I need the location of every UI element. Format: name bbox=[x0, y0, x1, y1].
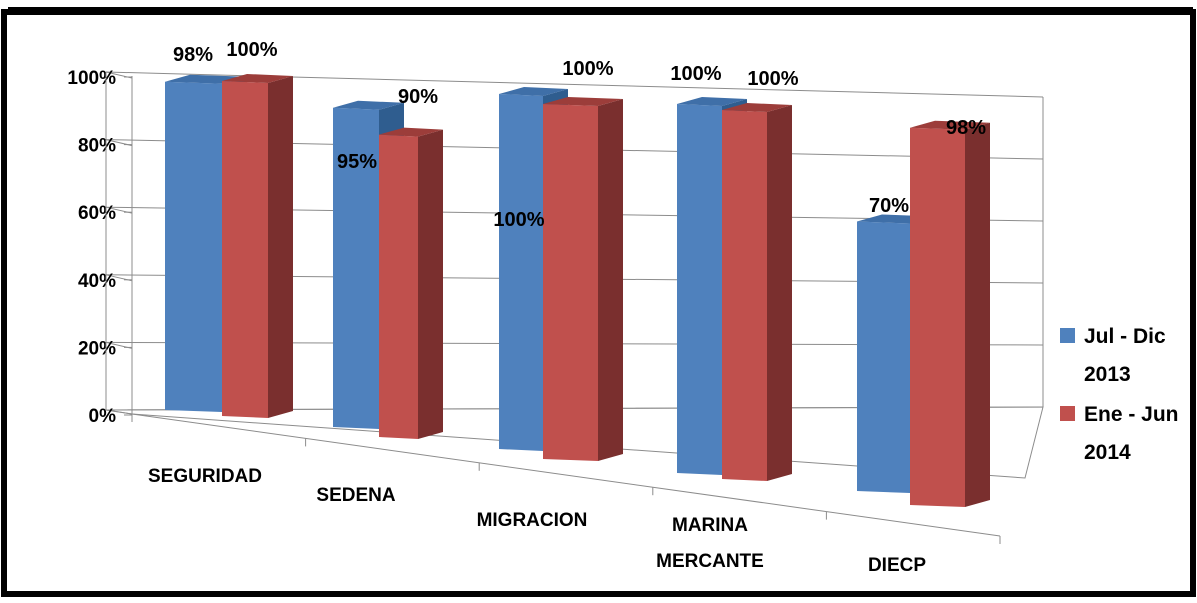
bar-top bbox=[677, 97, 747, 106]
bar-top bbox=[333, 100, 404, 110]
bar-top bbox=[543, 97, 623, 106]
x-axis-line bbox=[131, 413, 1001, 537]
data-label: 100% bbox=[493, 209, 544, 231]
legend-label-series-2-line-1: Ene - Jun bbox=[1084, 403, 1179, 426]
legend-label-series-2-line-2: 2014 bbox=[1084, 441, 1131, 464]
legend: Jul - Dic 2013 Ene - Jun 2014 bbox=[1060, 325, 1179, 464]
data-label: 100% bbox=[747, 68, 798, 90]
bar-top bbox=[722, 103, 792, 112]
bar-front bbox=[379, 134, 418, 439]
x-tick-label: DIECP bbox=[868, 555, 926, 576]
bar-top bbox=[222, 74, 293, 83]
bar-side bbox=[418, 129, 443, 439]
data-labels: 98% 100% 95% 90% 100% 100% 100% 100% 70% 98% bbox=[173, 39, 986, 231]
x-tick-label: SEGURIDAD bbox=[148, 466, 262, 487]
data-label: 90% bbox=[398, 86, 438, 108]
data-label: 70% bbox=[869, 195, 909, 217]
y-tick-label: 0% bbox=[89, 406, 117, 427]
y-tick-label: 60% bbox=[78, 203, 116, 224]
data-label: 98% bbox=[946, 117, 986, 139]
y-tick-label: 80% bbox=[78, 136, 116, 157]
bar-top bbox=[379, 127, 443, 137]
legend-label-series-1-line-1: Jul - Dic bbox=[1084, 325, 1166, 348]
data-label: 100% bbox=[562, 58, 613, 80]
x-tick-label: MIGRACION bbox=[477, 510, 588, 531]
bar-top bbox=[910, 120, 990, 130]
bars bbox=[165, 74, 990, 507]
bar-front bbox=[333, 107, 379, 430]
bar-front bbox=[165, 81, 222, 412]
bar-front bbox=[910, 127, 965, 507]
legend-swatch-series-2 bbox=[1060, 406, 1075, 421]
bar-front bbox=[499, 94, 543, 451]
legend-swatch-series-1 bbox=[1060, 328, 1075, 343]
bar-side bbox=[268, 76, 293, 418]
data-label: 100% bbox=[226, 39, 277, 61]
data-label: 95% bbox=[337, 151, 377, 173]
bar-front bbox=[857, 221, 910, 493]
chart-border bbox=[1, 9, 1196, 597]
x-tick-label: MERCANTE bbox=[656, 551, 764, 572]
axes: 0% 20% 40% 60% 80% 100% SEGURIDAD SEDENA MIGRACI… bbox=[67, 68, 1001, 576]
x-tick-label: SEDENA bbox=[316, 485, 395, 506]
data-label: 100% bbox=[670, 63, 721, 85]
bar-side bbox=[767, 105, 792, 481]
y-tick-label: 100% bbox=[67, 68, 116, 89]
bar-side bbox=[598, 99, 623, 461]
x-tick-label: MARINA bbox=[672, 515, 748, 536]
bar-front bbox=[722, 110, 767, 481]
bar-front bbox=[543, 104, 598, 461]
bar-side bbox=[965, 122, 990, 507]
legend-label-series-1-line-2: 2013 bbox=[1084, 363, 1131, 386]
data-label: 98% bbox=[173, 44, 213, 66]
y-tick-label: 20% bbox=[78, 338, 116, 359]
y-tick-label: 40% bbox=[78, 271, 116, 292]
bar-front bbox=[222, 81, 268, 418]
bar-top bbox=[499, 87, 568, 96]
bar-front bbox=[677, 104, 722, 475]
